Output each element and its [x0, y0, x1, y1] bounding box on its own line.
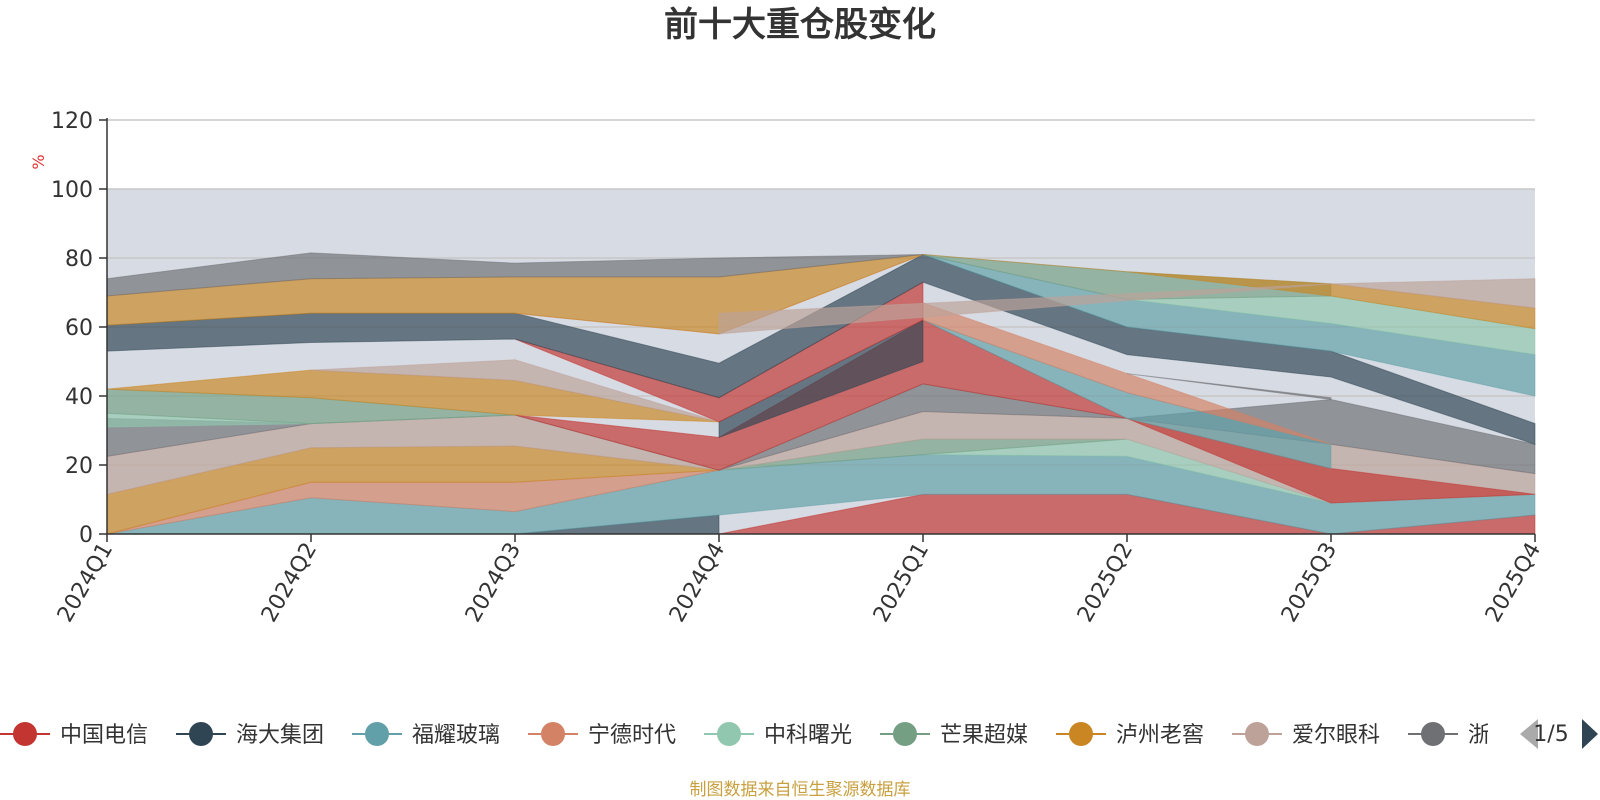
legend-marker-icon [13, 722, 37, 746]
legend-item[interactable]: 芒果超媒 [880, 722, 1028, 748]
y-tick-label: 120 [51, 109, 93, 134]
legend-pager: 1/5 [1520, 719, 1598, 749]
legend-marker-icon [1245, 722, 1269, 746]
legend-item-label: 中国电信 [60, 723, 148, 748]
legend-page-indicator: 1/5 [1533, 722, 1568, 747]
legend-item-label: 爱尔眼科 [1292, 723, 1380, 748]
legend-item-label: 海大集团 [236, 723, 324, 748]
x-tick-label: 2025Q4 [1481, 539, 1546, 627]
legend-item-label: 宁德时代 [588, 723, 676, 748]
legend-item[interactable]: 中科曙光 [704, 722, 852, 748]
x-tick-label: 2024Q3 [461, 539, 526, 627]
legend-item[interactable]: 泸州老窖 [1056, 722, 1204, 748]
legend-item[interactable]: 中国电信 [0, 722, 148, 748]
area-band [718, 278, 1536, 335]
y-axis-unit: % [29, 154, 48, 169]
legend[interactable]: 中国电信 海大集团 福耀玻璃 宁德时代 中科曙光 芒果超媒 泸州老窖 爱尔眼科 浙江鼎力 [0, 722, 1556, 748]
x-tick-label: 2024Q2 [257, 539, 322, 627]
y-tick-label: 0 [79, 523, 93, 548]
legend-next-icon[interactable] [1582, 719, 1598, 749]
x-tick-label: 2024Q1 [53, 539, 118, 627]
legend-item-label: 芒果超媒 [940, 723, 1028, 748]
y-tick-label: 20 [65, 454, 93, 479]
area-band [106, 252, 924, 297]
y-tick-label: 80 [65, 247, 93, 272]
chart-title: 前十大重仓股变化 [664, 5, 936, 45]
y-tick-label: 100 [51, 178, 93, 203]
area-band [106, 254, 1536, 445]
legend-item[interactable]: 宁德时代 [528, 722, 676, 748]
plot-area: 0 20 40 60 80 100 120 2024Q1 2024Q2 2024Q3 2024Q4 2… [51, 109, 1546, 627]
legend-marker-icon [189, 722, 213, 746]
legend-item-label: 中科曙光 [764, 723, 852, 748]
legend-marker-icon [717, 722, 741, 746]
legend-marker-icon [893, 722, 917, 746]
legend-marker-icon [1069, 722, 1093, 746]
legend-item-label: 浙江鼎力 [1468, 723, 1556, 748]
legend-item[interactable]: 海大集团 [176, 722, 324, 748]
legend-marker-icon [541, 722, 565, 746]
legend-item[interactable]: 爱尔眼科 [1232, 722, 1380, 748]
area-band [1126, 373, 1332, 401]
legend-item-label: 福耀玻璃 [412, 723, 500, 748]
x-tick-label: 2025Q1 [869, 539, 934, 627]
legend-marker-icon [1421, 722, 1445, 746]
x-tick-label: 2024Q4 [665, 539, 730, 627]
legend-item[interactable]: 福耀玻璃 [352, 722, 500, 748]
legend-prev-icon[interactable] [1520, 719, 1538, 749]
legend-item[interactable]: 浙江鼎力 [1408, 722, 1556, 748]
legend-item-label: 泸州老窖 [1116, 723, 1204, 748]
y-tick-label: 60 [65, 316, 93, 341]
source-note: 制图数据来自恒生聚源数据库 [690, 780, 911, 800]
legend-marker-icon [365, 722, 389, 746]
y-tick-label: 40 [65, 385, 93, 410]
x-tick-label: 2025Q3 [1277, 539, 1342, 627]
x-tick-label: 2025Q2 [1073, 539, 1138, 627]
legend-items: 中国电信 海大集团 福耀玻璃 宁德时代 中科曙光 芒果超媒 泸州老窖 爱尔眼科 浙江鼎力 [0, 722, 1556, 748]
